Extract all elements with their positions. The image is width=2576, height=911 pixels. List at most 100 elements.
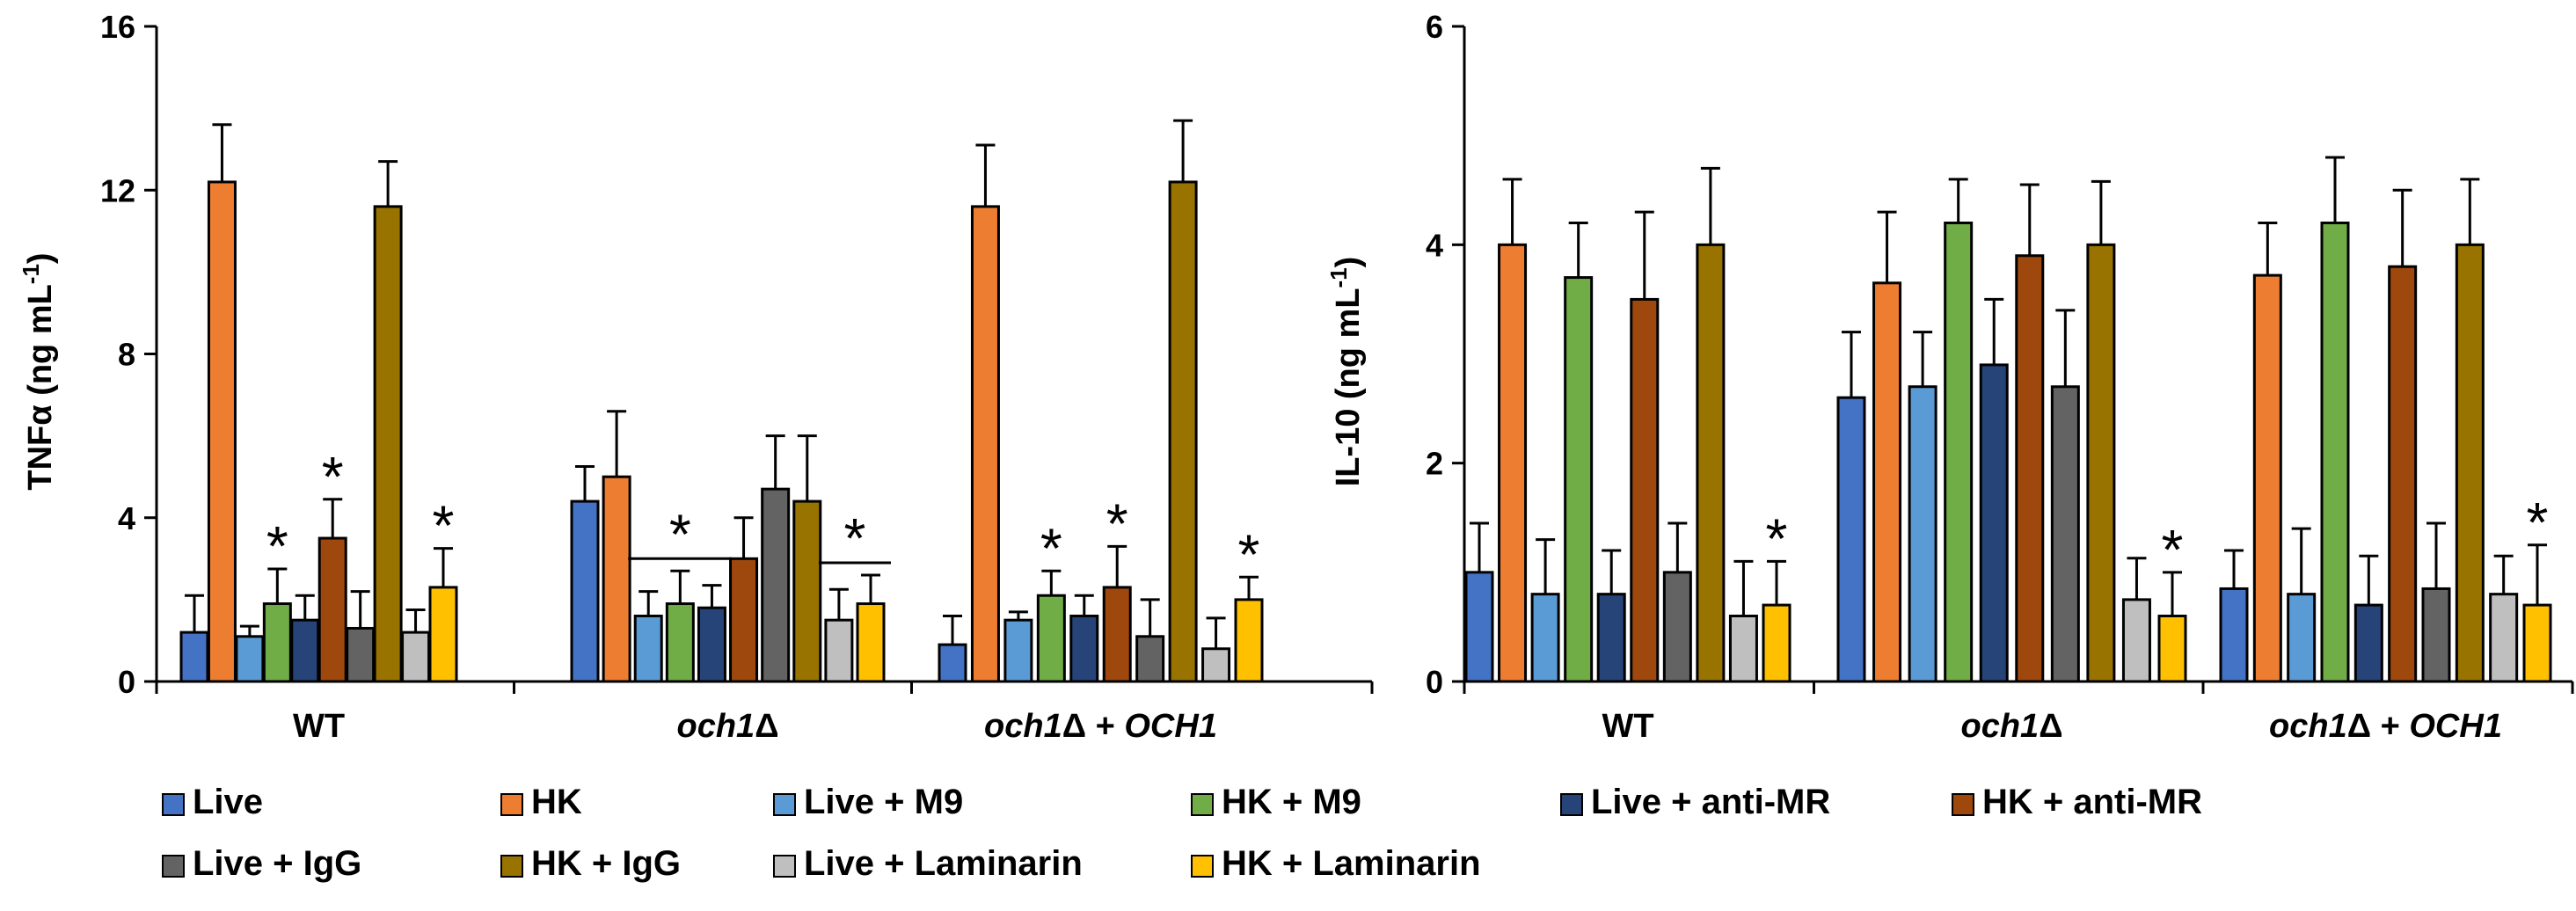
group-label: och1Δ + OCH1 [984,708,1217,745]
group-label-part: och1 [676,708,755,745]
legend-swatch [1952,793,1974,816]
legend-label: HK + IgG [531,844,681,883]
bar [1630,297,1660,683]
legend-swatch [773,855,796,878]
bar [602,475,631,683]
group-label-part: Δ [755,708,778,745]
bar [2219,587,2249,683]
bar [697,606,726,683]
bar [2320,222,2350,683]
group-label-part: WT [1602,708,1653,745]
bar [401,630,431,683]
bar [1168,180,1198,683]
bar [1908,385,1937,683]
bar [2050,385,2080,683]
legend-swatch [1191,793,1214,816]
significance-star: * [669,502,691,565]
bar [1234,598,1264,683]
bar [570,499,600,683]
y-tick-label: 4 [1426,227,1443,263]
legend-label: HK + Laminarin [1222,844,1481,883]
y-axis-label-end: ) [22,252,59,264]
bar [1564,276,1594,683]
bar [346,626,376,683]
bar [1003,618,1033,683]
bar [2421,587,2451,683]
bar [1464,571,1494,683]
group-label-part: Δ + [2347,708,2410,745]
y-tick-label: 2 [1426,446,1443,482]
bar [1201,647,1231,683]
legend-label: Live + M9 [804,783,963,821]
legend-swatch [162,793,185,816]
group-label-part: och1 [1960,708,2039,745]
bar [1596,593,1626,683]
group-label-part: OCH1 [1124,708,1217,745]
legend-label: Live [193,783,263,821]
y-tick-label: 0 [118,664,135,700]
bar [373,205,403,683]
y-axis-label: TNFα (ng mL-1) [18,252,59,490]
bar [2388,265,2418,683]
bar [1872,281,1902,683]
bar [1530,593,1560,683]
bar [1762,603,1792,683]
bar [1036,594,1066,683]
group-label: och1Δ + OCH1 [2269,708,2502,745]
significance-star: * [433,494,455,558]
legend-swatch [1191,855,1214,878]
bar [317,536,347,683]
bar [1728,615,1758,683]
bar [2489,593,2519,683]
bar [2522,603,2552,683]
y-tick-label: 6 [1426,9,1443,45]
group-label-part: OCH1 [2409,708,2502,745]
bar [1102,586,1132,683]
legend-label: HK + anti-MR [1982,783,2202,821]
y-axis-label: IL-10 (ng mL-1) [1325,257,1367,487]
group-label: WT [293,708,345,745]
group-label-part: WT [293,708,345,745]
y-tick-label: 0 [1426,664,1443,700]
bar [2121,598,2151,683]
significance-star: * [266,514,288,578]
y-axis-label-main: IL-10 (ng mL [1330,288,1367,486]
significance-star: * [1238,522,1260,586]
group-label: och1Δ [676,708,778,745]
legend-swatch [162,855,185,878]
y-tick-label: 8 [118,337,135,373]
bar [1498,243,1528,683]
bar [235,635,265,683]
bar [2287,593,2317,683]
legend-label: Live + IgG [193,844,361,883]
bar [1662,571,1692,683]
legend-label: HK [531,783,582,821]
bar [1135,635,1165,683]
significance-star: * [322,445,344,508]
bar [729,557,759,683]
bar [970,205,1000,683]
y-tick-label: 12 [100,172,135,208]
legend: Live HK Live + M9 HK + M9 Live + anti-MR HK +… [162,783,2202,883]
bar [2455,243,2485,683]
legend-label: Live + Laminarin [804,844,1083,883]
legend-swatch [1560,793,1583,816]
group-label-part: och1 [2269,708,2347,745]
bar [2252,273,2282,683]
bar [1944,222,1974,683]
bar [938,643,967,683]
bar [1069,615,1099,683]
group-label: WT [1602,708,1653,745]
bar [2015,254,2045,683]
bar [792,499,822,683]
significance-star: * [1040,516,1062,579]
bar [1696,243,1726,683]
group-label: och1Δ [1960,708,2062,745]
bar [824,618,854,683]
y-axis-label-end: ) [1330,257,1367,268]
group-label-part: och1 [984,708,1062,745]
legend-label: Live + anti-MR [1591,783,1830,821]
y-tick-label: 4 [118,500,135,536]
